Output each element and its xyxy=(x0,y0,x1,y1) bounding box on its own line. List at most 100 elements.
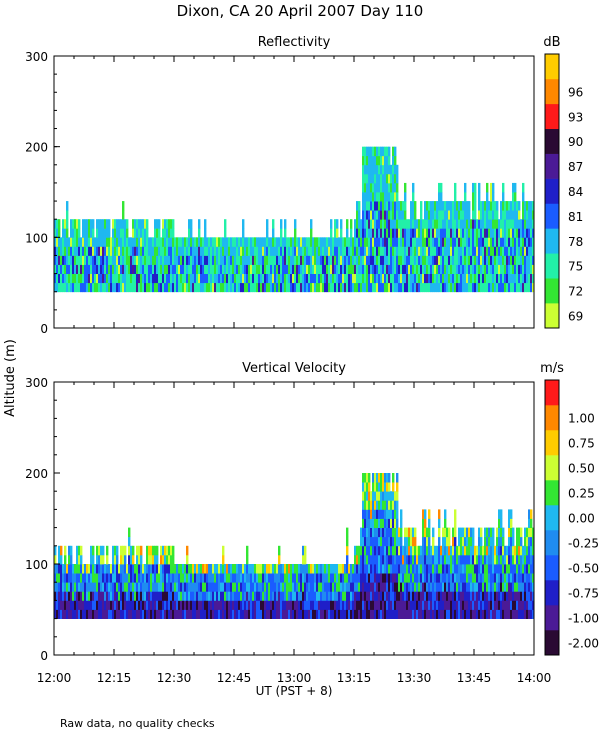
heatmap-cell xyxy=(120,564,123,574)
heatmap-cell xyxy=(296,282,299,293)
heatmap-cell xyxy=(336,591,339,601)
heatmap-cell xyxy=(246,582,249,592)
heatmap-cell xyxy=(492,210,495,220)
heatmap-cell xyxy=(428,237,431,247)
heatmap-cell xyxy=(376,237,379,247)
heatmap-cell xyxy=(264,564,267,574)
heatmap-cell xyxy=(296,600,299,610)
heatmap-cell xyxy=(132,582,135,592)
heatmap-cell xyxy=(492,573,495,583)
heatmap-cell xyxy=(458,282,461,293)
heatmap-cell xyxy=(510,573,513,583)
heatmap-cell xyxy=(516,527,519,538)
heatmap-cell xyxy=(474,246,477,256)
heatmap-cell xyxy=(282,609,285,619)
heatmap-cell xyxy=(294,282,297,293)
heatmap-cell xyxy=(390,228,393,238)
heatmap-cell xyxy=(470,582,473,592)
heatmap-cell xyxy=(336,282,339,293)
heatmap-cell xyxy=(76,609,79,619)
heatmap-cell xyxy=(308,255,311,265)
heatmap-cell xyxy=(406,255,409,265)
heatmap-cell xyxy=(68,282,71,293)
heatmap-cell xyxy=(496,282,499,293)
heatmap-cell xyxy=(512,564,515,574)
heatmap-cell xyxy=(418,554,421,565)
heatmap-cell xyxy=(242,264,245,274)
heatmap-cell xyxy=(398,545,401,556)
heatmap-cell xyxy=(318,582,321,592)
heatmap-cell xyxy=(64,564,67,574)
heatmap-cell xyxy=(270,273,273,284)
heatmap-cell xyxy=(400,228,403,238)
heatmap-cell xyxy=(378,509,381,519)
heatmap-cell xyxy=(312,573,315,583)
heatmap-cell xyxy=(380,228,383,238)
heatmap-cell xyxy=(234,582,237,592)
heatmap-cell xyxy=(310,564,313,574)
heatmap-cell xyxy=(526,573,529,583)
heatmap-cell xyxy=(256,264,259,274)
heatmap-cell xyxy=(96,564,99,574)
heatmap-cell xyxy=(466,582,469,592)
heatmap-cell xyxy=(116,237,119,247)
heatmap-cell xyxy=(372,554,375,565)
heatmap-cell xyxy=(382,210,385,220)
heatmap-cell xyxy=(380,164,383,175)
heatmap-cell xyxy=(72,255,75,265)
heatmap-cell xyxy=(54,545,57,556)
heatmap-cell xyxy=(284,582,287,592)
heatmap-cell xyxy=(482,219,485,229)
heatmap-cell xyxy=(222,255,225,265)
heatmap-cell xyxy=(408,591,411,601)
heatmap-cell xyxy=(528,282,531,293)
heatmap-cell xyxy=(426,273,429,284)
heatmap-cell xyxy=(344,246,347,256)
heatmap-cell xyxy=(340,273,343,284)
heatmap-cell xyxy=(64,282,67,293)
heatmap-cell xyxy=(216,246,219,256)
heatmap-cell xyxy=(264,573,267,583)
heatmap-cell xyxy=(346,591,349,601)
heatmap-cell xyxy=(438,219,441,229)
heatmap-cell xyxy=(88,255,91,265)
heatmap-cell xyxy=(472,527,475,538)
heatmap-cell xyxy=(320,564,323,574)
heatmap-cell xyxy=(236,282,239,293)
heatmap-cell xyxy=(188,573,191,583)
heatmap-cell xyxy=(444,554,447,565)
heatmap-cell xyxy=(382,219,385,229)
heatmap-cell xyxy=(376,591,379,601)
heatmap-cell xyxy=(136,228,139,238)
heatmap-cell xyxy=(190,255,193,265)
heatmap-cell xyxy=(370,219,373,229)
heatmap-cell xyxy=(208,237,211,247)
heatmap-cell xyxy=(342,609,345,619)
heatmap-cell xyxy=(388,573,391,583)
heatmap-cell xyxy=(448,600,451,610)
heatmap-cell xyxy=(138,600,141,610)
heatmap-cell xyxy=(116,609,119,619)
heatmap-cell xyxy=(208,282,211,293)
heatmap-cell xyxy=(222,237,225,247)
heatmap-cell xyxy=(316,282,319,293)
heatmap-cell xyxy=(288,591,291,601)
heatmap-cell xyxy=(246,255,249,265)
heatmap-cell xyxy=(464,273,467,284)
heatmap-cell xyxy=(254,573,257,583)
heatmap-cell xyxy=(366,473,369,483)
heatmap-cell xyxy=(78,564,81,574)
heatmap-cell xyxy=(374,591,377,601)
heatmap-cell xyxy=(80,255,83,265)
heatmap-cell xyxy=(486,201,489,211)
heatmap-cell xyxy=(92,564,95,574)
heatmap-cell xyxy=(442,609,445,619)
heatmap-cell xyxy=(124,582,127,592)
heatmap-cell xyxy=(532,591,535,601)
heatmap-cell xyxy=(136,600,139,610)
heatmap-cell xyxy=(512,228,515,238)
heatmap-cell xyxy=(492,591,495,601)
heatmap-cell xyxy=(414,591,417,601)
heatmap-cell xyxy=(206,246,209,256)
heatmap-cell xyxy=(322,573,325,583)
